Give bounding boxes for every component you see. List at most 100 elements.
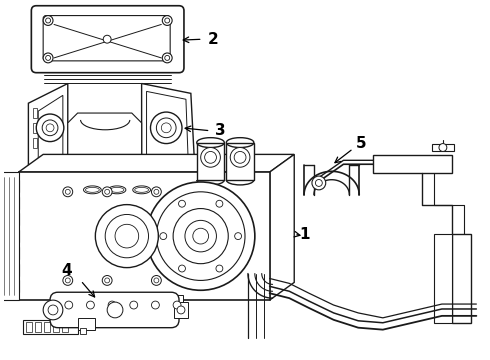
Bar: [82, 197, 93, 203]
Circle shape: [216, 200, 223, 207]
Circle shape: [154, 189, 159, 194]
Polygon shape: [147, 91, 189, 180]
Bar: [53, 322, 59, 332]
Polygon shape: [68, 113, 142, 167]
Circle shape: [177, 306, 185, 314]
Bar: [226, 143, 254, 180]
Bar: [63, 295, 74, 313]
Bar: [109, 197, 119, 203]
Polygon shape: [0, 280, 19, 292]
Bar: [128, 295, 140, 313]
Bar: [0, 172, 19, 300]
Polygon shape: [43, 167, 171, 212]
Circle shape: [193, 228, 209, 244]
Circle shape: [173, 208, 228, 264]
Bar: [33, 108, 37, 118]
Bar: [452, 234, 471, 323]
Circle shape: [105, 215, 148, 258]
Polygon shape: [0, 264, 19, 275]
Circle shape: [63, 275, 73, 285]
Polygon shape: [19, 154, 294, 172]
Circle shape: [105, 278, 110, 283]
Bar: [44, 322, 50, 332]
Bar: [171, 295, 183, 313]
Text: 3: 3: [216, 123, 226, 138]
Circle shape: [48, 305, 58, 315]
Circle shape: [103, 35, 111, 43]
Bar: [197, 143, 224, 180]
Bar: [62, 322, 68, 332]
Circle shape: [216, 265, 223, 272]
Bar: [79, 328, 85, 334]
Circle shape: [156, 192, 245, 280]
Circle shape: [316, 180, 322, 186]
Circle shape: [150, 112, 182, 144]
Bar: [19, 172, 270, 300]
Circle shape: [165, 55, 170, 60]
Bar: [432, 144, 454, 152]
Circle shape: [162, 15, 172, 26]
Bar: [33, 138, 37, 148]
Circle shape: [201, 148, 220, 167]
Circle shape: [178, 265, 185, 272]
Circle shape: [173, 301, 181, 309]
Bar: [26, 322, 32, 332]
Circle shape: [160, 233, 167, 239]
Circle shape: [102, 187, 112, 197]
Polygon shape: [270, 154, 294, 300]
Polygon shape: [0, 180, 19, 192]
Polygon shape: [0, 230, 19, 242]
Bar: [373, 156, 452, 173]
Circle shape: [185, 220, 217, 252]
Circle shape: [439, 144, 447, 152]
Circle shape: [147, 182, 255, 290]
Circle shape: [235, 233, 242, 239]
Bar: [77, 318, 96, 330]
Circle shape: [46, 55, 50, 60]
Circle shape: [151, 275, 161, 285]
Text: 2: 2: [208, 32, 219, 47]
Circle shape: [86, 301, 95, 309]
Text: 1: 1: [299, 227, 310, 242]
FancyBboxPatch shape: [50, 292, 179, 328]
Polygon shape: [0, 247, 19, 259]
Circle shape: [43, 53, 53, 63]
Text: 4: 4: [61, 263, 72, 278]
Circle shape: [151, 187, 161, 197]
Text: 5: 5: [356, 136, 367, 151]
Circle shape: [46, 124, 54, 132]
Circle shape: [46, 18, 50, 23]
Polygon shape: [142, 84, 196, 192]
Circle shape: [130, 301, 138, 309]
Bar: [149, 295, 161, 313]
Circle shape: [230, 148, 250, 167]
Bar: [33, 123, 37, 133]
Bar: [106, 295, 118, 313]
Circle shape: [42, 120, 58, 136]
Circle shape: [312, 176, 326, 190]
Circle shape: [161, 123, 171, 133]
Circle shape: [178, 200, 185, 207]
Circle shape: [102, 275, 112, 285]
Bar: [84, 295, 97, 313]
Circle shape: [96, 204, 158, 267]
Circle shape: [165, 18, 170, 23]
Bar: [24, 320, 77, 334]
Circle shape: [65, 189, 70, 194]
Polygon shape: [0, 213, 19, 225]
Bar: [174, 302, 188, 318]
Circle shape: [43, 15, 53, 26]
Circle shape: [105, 189, 110, 194]
Circle shape: [108, 301, 116, 309]
Circle shape: [36, 114, 64, 141]
Bar: [35, 322, 41, 332]
Polygon shape: [28, 84, 68, 182]
Polygon shape: [38, 95, 63, 167]
FancyBboxPatch shape: [43, 15, 170, 61]
FancyBboxPatch shape: [31, 6, 184, 73]
Circle shape: [107, 302, 123, 318]
Polygon shape: [0, 197, 19, 208]
Circle shape: [205, 152, 217, 163]
Circle shape: [63, 187, 73, 197]
Circle shape: [234, 152, 246, 163]
